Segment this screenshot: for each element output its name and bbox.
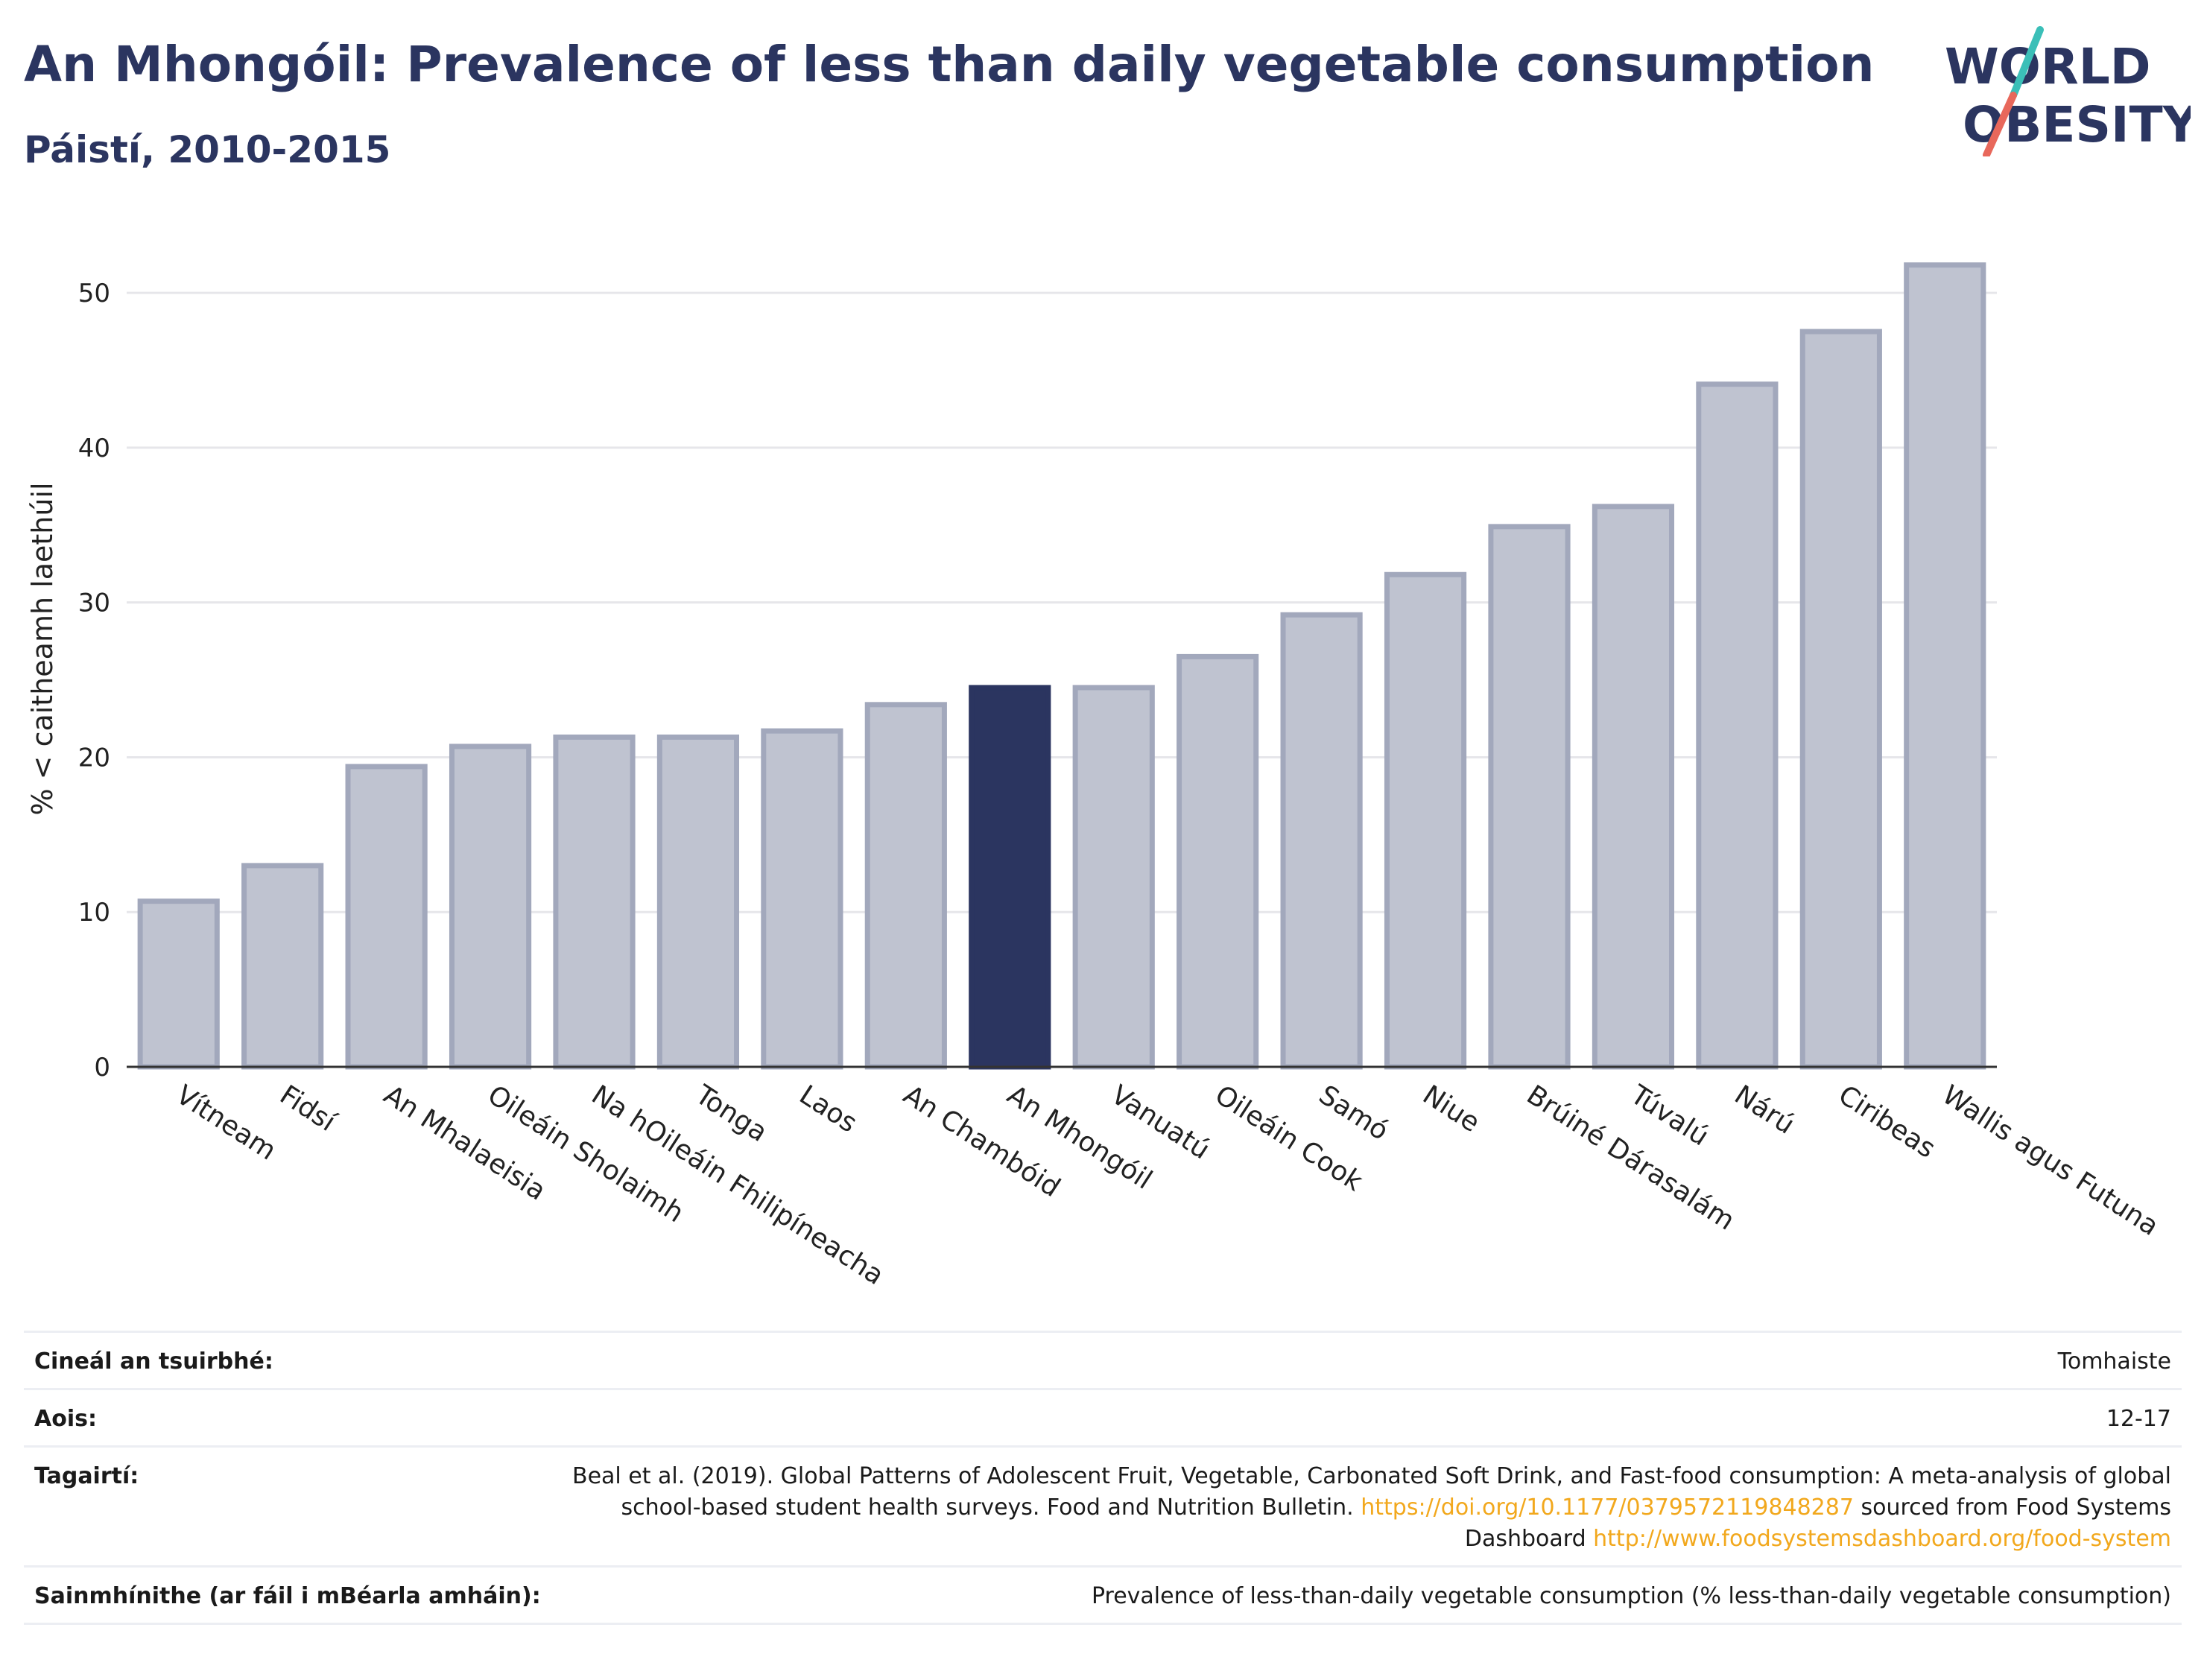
info-value: Prevalence of less-than-daily vegetable … (1091, 1583, 2171, 1609)
bar (1280, 612, 1363, 1070)
reference-text: Beal et al. (2019). Global Patterns of A… (571, 1463, 2171, 1521)
y-axis-title: % < caitheamh laethúil (26, 482, 59, 815)
x-tick-label: Niue (1417, 1080, 1485, 1138)
bar (1696, 381, 1779, 1070)
bar (241, 863, 324, 1070)
info-row-survey-type: Cineál an tsuirbhé: Tomhaiste (24, 1331, 2182, 1388)
x-tick-label: Fidsí (274, 1080, 341, 1138)
logo-slash-red (1983, 92, 2017, 156)
x-tick-label: Oileáin Sholaimh (482, 1080, 689, 1229)
bar (864, 702, 947, 1070)
chart-title: An Mhongóil: Prevalence of less than dai… (24, 36, 1875, 93)
bar (969, 685, 1051, 1070)
info-label: Cineál an tsuirbhé: (34, 1348, 273, 1375)
x-tick-label: Wallis agus Futuna (1937, 1080, 2164, 1242)
bar (1904, 262, 1986, 1070)
info-value: Tomhaiste (2057, 1348, 2171, 1375)
bar (345, 764, 428, 1070)
bar (1799, 329, 1882, 1070)
info-value: Beal et al. (2019). Global Patterns of A… (569, 1461, 2171, 1555)
info-row-references: Tagairtí: Beal et al. (2019). Global Pat… (24, 1445, 2182, 1565)
x-tick-label: Ciribeas (1833, 1080, 1941, 1164)
bar (1072, 685, 1155, 1070)
x-tick-label: Laos (794, 1080, 862, 1139)
bar (137, 898, 220, 1070)
logo-line1: WORLD (1945, 38, 2151, 95)
bar (1177, 653, 1259, 1070)
y-tick-label: 50 (78, 279, 110, 308)
info-label: Aois: (34, 1406, 97, 1432)
y-tick-label: 20 (78, 743, 110, 773)
info-label: Tagairtí: (34, 1463, 139, 1489)
chart-subtitle: Páistí, 2010-2015 (24, 128, 391, 171)
info-row-definitions: Sainmhínithe (ar fáil i mBéarla amháin):… (24, 1565, 2182, 1625)
x-tick-label: Samó (1314, 1080, 1394, 1147)
x-tick-label: Túvalú (1624, 1080, 1714, 1153)
bar (1488, 524, 1571, 1070)
info-row-age: Aois: 12-17 (24, 1388, 2182, 1445)
y-tick-label: 0 (94, 1053, 110, 1083)
dashboard-link[interactable]: http://www.foodsystemsdashboard.org/food… (1593, 1526, 2171, 1552)
bars (137, 262, 1986, 1070)
bar (761, 728, 843, 1070)
bar (1384, 571, 1467, 1070)
doi-link[interactable]: https://doi.org/10.1177/0379572119848287 (1361, 1494, 1854, 1521)
world-obesity-logo: WORLD OBESITY (1945, 26, 2191, 156)
x-tick-label: Vítneam (171, 1080, 282, 1167)
x-tick-label: Nárú (1729, 1080, 1799, 1141)
info-label: Sainmhínithe (ar fáil i mBéarla amháin): (34, 1583, 541, 1609)
bar (553, 734, 636, 1070)
bar (656, 734, 740, 1070)
reference-text-mid: sourced from Food Systems Dashboard (1464, 1494, 2171, 1552)
bar (1592, 504, 1675, 1070)
y-tick-label: 30 (78, 589, 110, 618)
x-tick-label: Tonga (689, 1080, 773, 1148)
info-value: 12-17 (2106, 1406, 2171, 1432)
info-table: Cineál an tsuirbhé: Tomhaiste Aois: 12-1… (24, 1331, 2182, 1625)
y-tick-label: 40 (78, 434, 110, 463)
bar (449, 744, 532, 1070)
logo-slash-teal (2010, 26, 2044, 99)
y-tick-label: 10 (78, 898, 110, 928)
gridlines (127, 291, 1997, 913)
